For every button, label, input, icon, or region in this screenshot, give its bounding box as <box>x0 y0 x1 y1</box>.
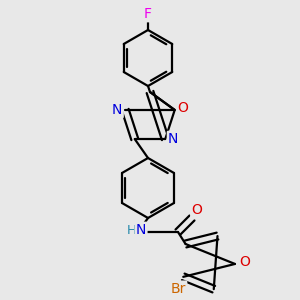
Text: F: F <box>144 7 152 21</box>
Text: O: O <box>239 255 250 269</box>
Text: N: N <box>112 103 122 117</box>
Text: N: N <box>136 223 146 237</box>
Text: O: O <box>177 101 188 115</box>
Text: H: H <box>126 224 136 236</box>
Text: Br: Br <box>171 282 186 296</box>
Text: N: N <box>168 132 178 146</box>
Text: O: O <box>192 203 203 217</box>
